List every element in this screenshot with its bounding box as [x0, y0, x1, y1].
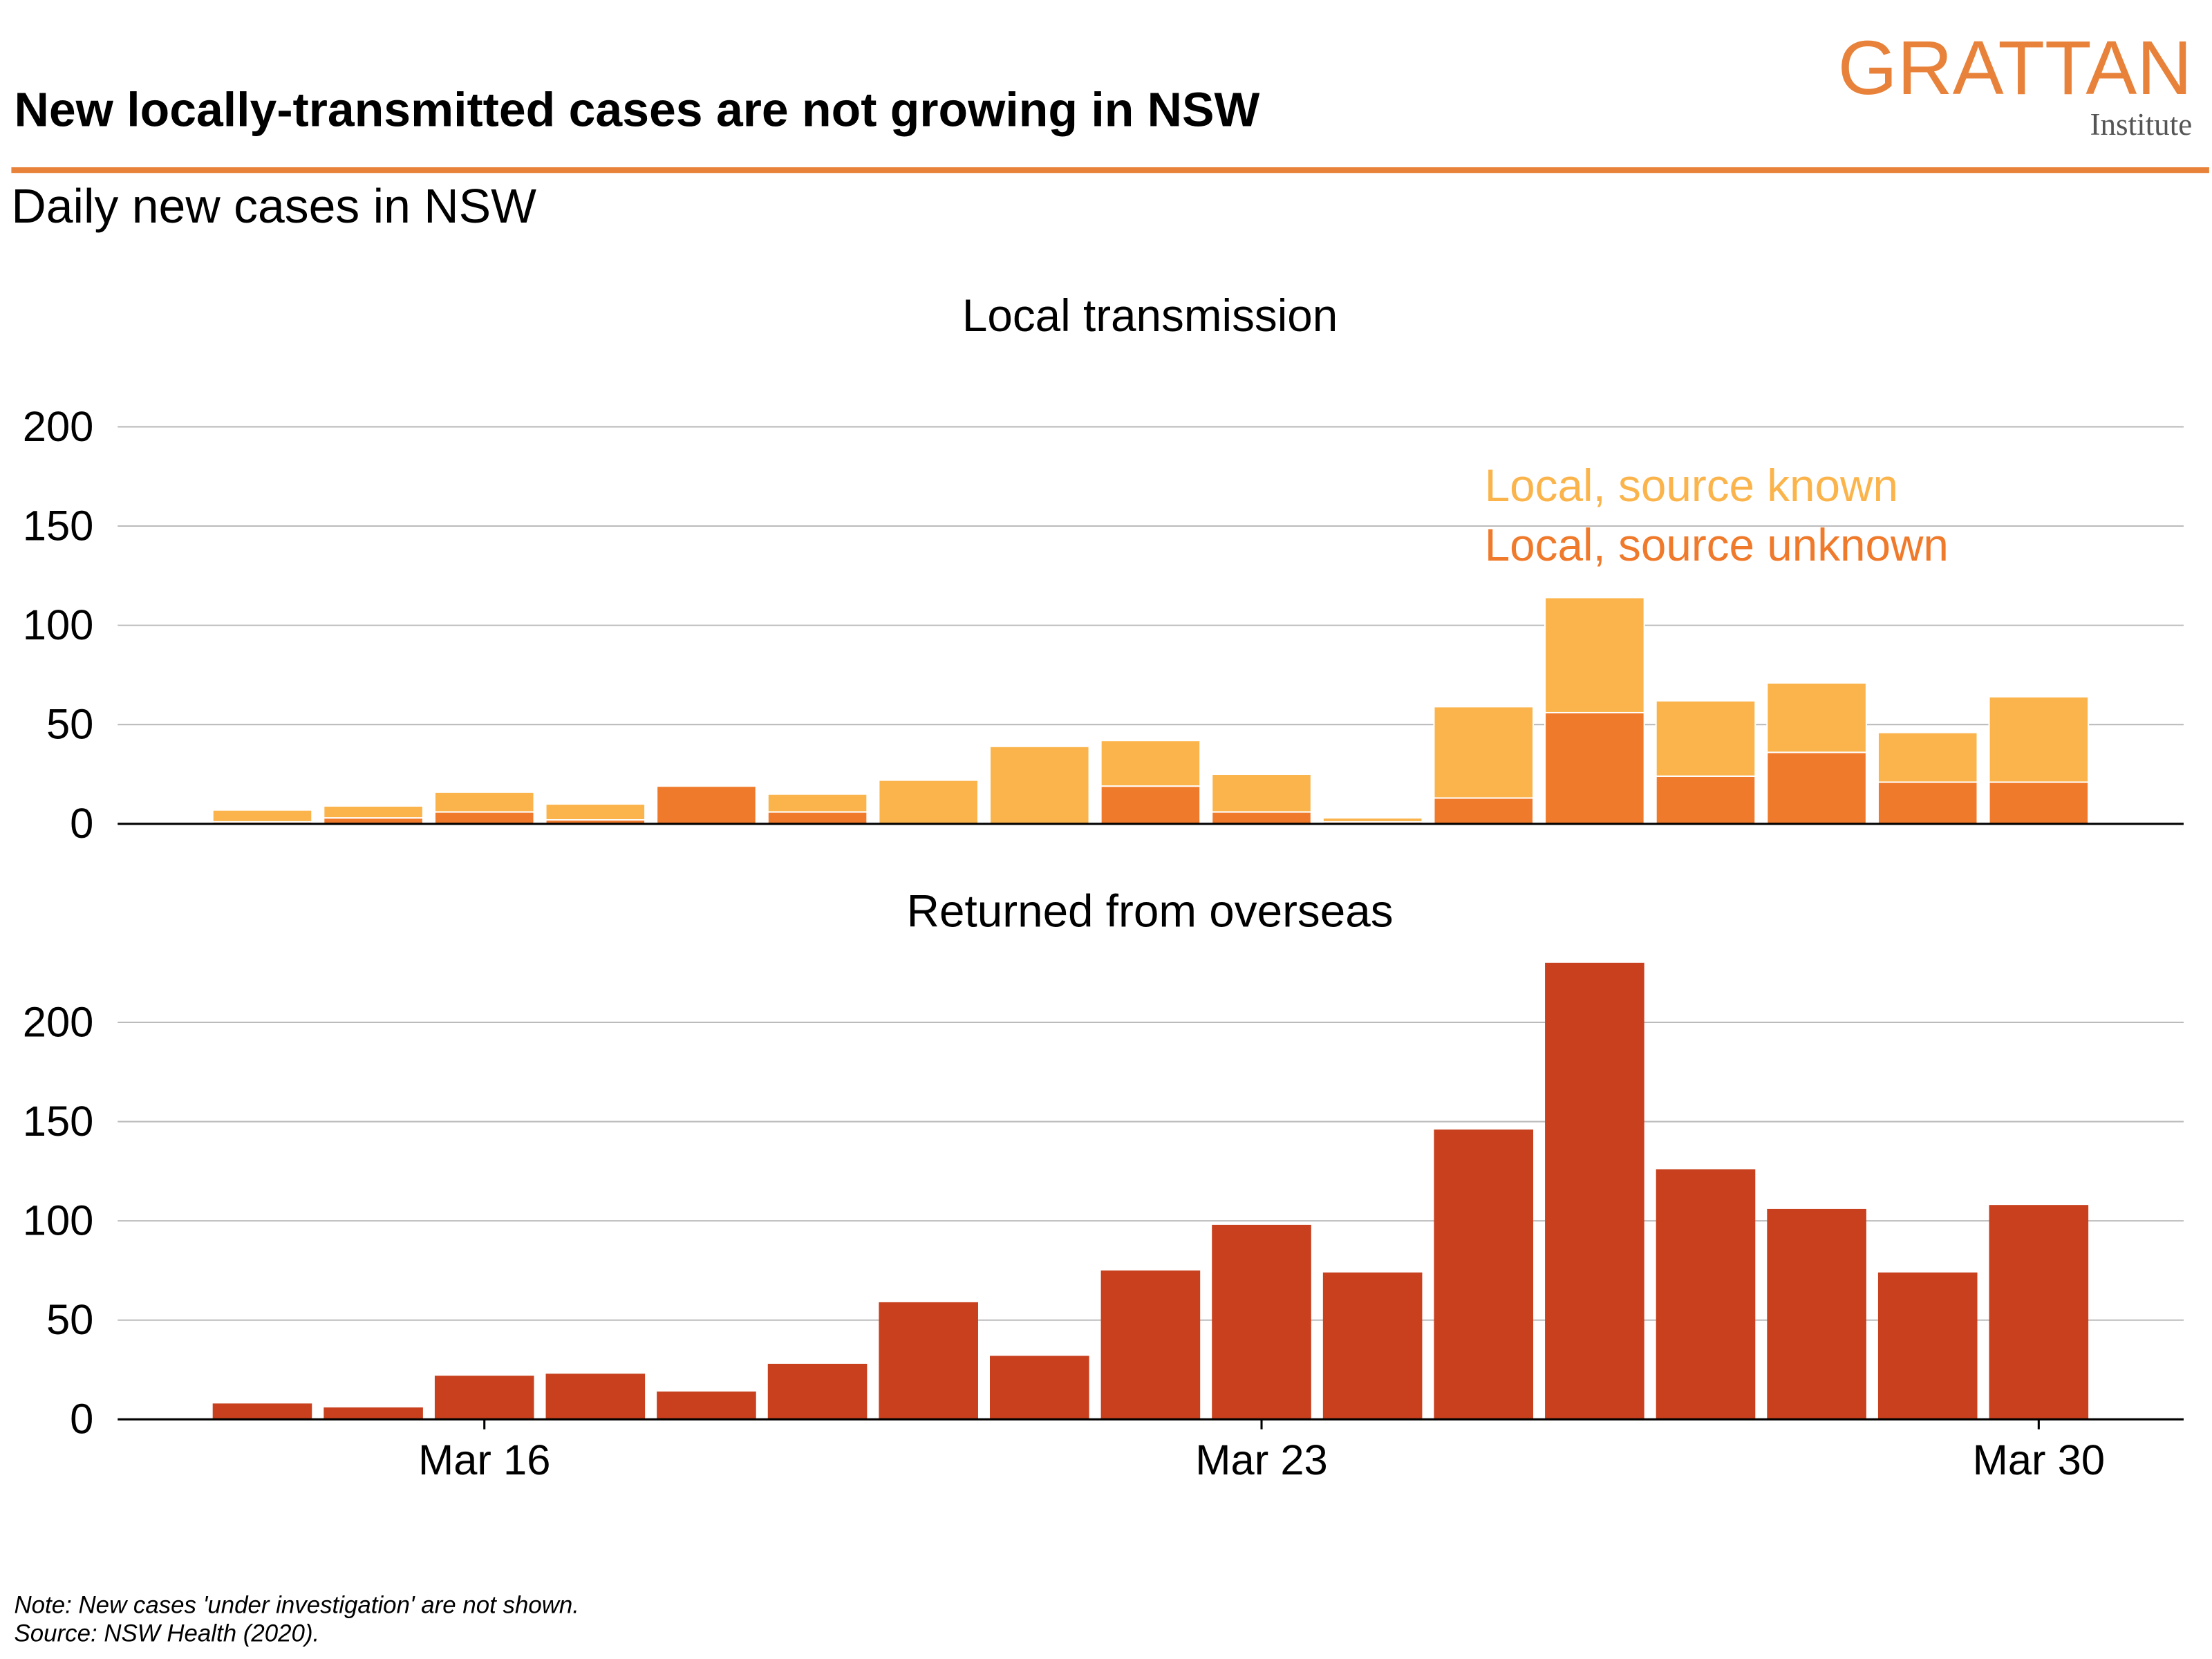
bar-segment: [1211, 773, 1312, 813]
bar: [1545, 962, 1644, 1420]
bar: [545, 1374, 646, 1420]
bar-segment: [1766, 751, 1867, 825]
logo-sub: Institute: [2090, 107, 2192, 142]
bar-segment: [1433, 797, 1535, 825]
bar-segment: [212, 809, 313, 823]
bar-segment: [1544, 597, 1645, 713]
y-tick-label: 0: [70, 1396, 93, 1443]
bar: [1434, 1130, 1534, 1420]
bar-segment: [1211, 811, 1312, 825]
bar: [1100, 1270, 1201, 1420]
bar-segment: [767, 793, 868, 813]
bar: [1767, 1208, 1866, 1420]
logo: GRATTAN: [1838, 26, 2193, 111]
bar-segment: [1100, 740, 1201, 787]
y-tick-label: 50: [46, 1296, 93, 1344]
bar-segment: [1877, 781, 1978, 825]
x-tick-label: Mar 23: [1195, 1436, 1327, 1484]
bar: [1212, 1224, 1311, 1420]
bar-segment: [323, 805, 424, 819]
x-tick-label: Mar 30: [1973, 1436, 2105, 1484]
bar-segment: [1988, 781, 2090, 825]
title: New locally-transmitted cases are not gr…: [15, 83, 1260, 137]
bar: [990, 1356, 1089, 1420]
y-tick-label: 0: [70, 800, 93, 847]
bar: [324, 1407, 423, 1420]
bar: [212, 1403, 312, 1420]
bar: [1877, 1272, 1978, 1420]
bar-segment: [1877, 731, 1978, 783]
bar-segment: [545, 803, 646, 821]
bar: [767, 1363, 868, 1420]
bar: [1656, 1169, 1756, 1420]
bar-segment: [1766, 682, 1867, 753]
y-tick-label: 150: [23, 502, 94, 550]
bar: [434, 1376, 534, 1420]
y-tick-label: 200: [23, 403, 94, 451]
y-tick-label: 50: [46, 701, 93, 749]
bar-segment: [767, 811, 868, 825]
y-tick-label: 100: [23, 1197, 94, 1245]
bar-segment: [433, 811, 535, 825]
bar-segment: [656, 785, 757, 825]
bar-segment: [1655, 700, 1756, 777]
subtitle: Daily new cases in NSW: [11, 179, 536, 233]
bar-segment: [1988, 695, 2090, 783]
bar-segment: [433, 791, 535, 813]
bar: [657, 1391, 756, 1420]
bar-segment: [1322, 817, 1423, 823]
bar-segment: [1655, 775, 1756, 825]
x-tick-label: Mar 16: [418, 1436, 550, 1484]
bar: [879, 1302, 978, 1420]
y-tick-label: 100: [23, 601, 94, 649]
y-tick-label: 200: [23, 998, 94, 1046]
bar-segment: [1100, 785, 1201, 825]
bar-segment: [1433, 706, 1535, 799]
y-tick-label: 150: [23, 1098, 94, 1145]
note: Note: New cases 'under investigation' ar…: [15, 1591, 579, 1618]
legend-entry: Local, source known: [1485, 460, 1898, 511]
bar: [1322, 1272, 1423, 1420]
bar-segment: [878, 779, 979, 825]
panel-title: Returned from overseas: [907, 885, 1394, 936]
source: Source: NSW Health (2020).: [15, 1620, 320, 1647]
bar: [1989, 1205, 2089, 1420]
bar-segment: [988, 745, 1090, 825]
bar-segment: [1544, 711, 1645, 825]
legend-entry: Local, source unknown: [1485, 520, 1949, 570]
panel-title: Local transmission: [962, 290, 1338, 341]
